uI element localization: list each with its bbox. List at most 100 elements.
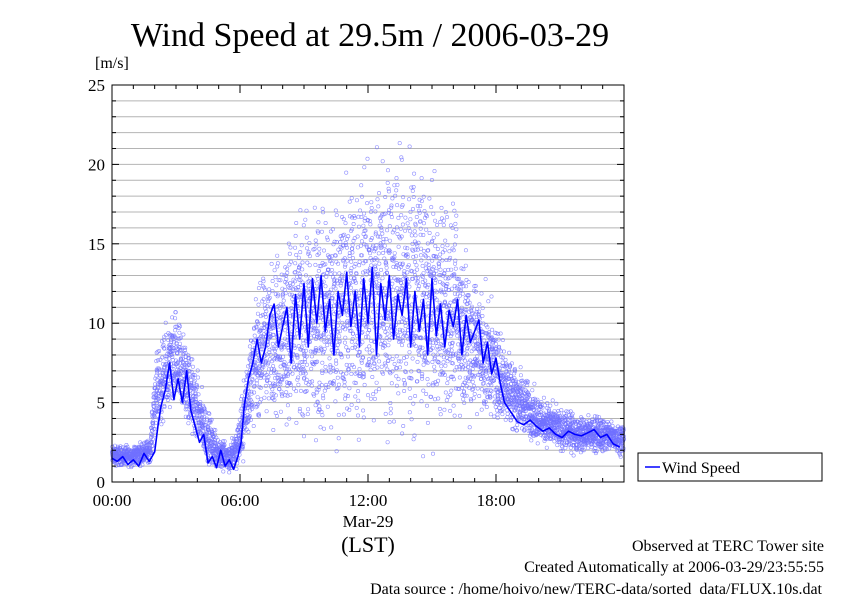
scatter-point <box>473 363 478 368</box>
scatter-point <box>413 254 418 259</box>
scatter-point <box>250 406 255 411</box>
scatter-point <box>545 436 550 441</box>
scatter-point <box>383 195 388 200</box>
scatter-point <box>302 375 307 380</box>
scatter-point <box>449 286 454 291</box>
scatter-point <box>199 414 204 419</box>
scatter-point <box>426 256 431 261</box>
scatter-point <box>280 286 285 291</box>
scatter-point <box>192 378 197 383</box>
scatter-point <box>335 281 340 286</box>
scatter-point <box>472 391 477 396</box>
scatter-point <box>314 286 319 291</box>
scatter-point <box>400 261 405 266</box>
scatter-point <box>512 371 517 376</box>
scatter-point <box>500 360 505 365</box>
scatter-point <box>433 218 438 223</box>
scatter-point <box>371 356 376 361</box>
scatter-point <box>541 395 546 400</box>
scatter-point <box>375 365 380 370</box>
scatter-point <box>467 370 472 375</box>
scatter-point <box>437 262 442 267</box>
scatter-point <box>342 383 347 388</box>
scatter-point <box>442 303 447 308</box>
scatter-point <box>405 270 410 275</box>
scatter-point <box>368 363 373 368</box>
scatter-point <box>454 227 459 232</box>
scatter-point <box>436 378 441 383</box>
scatter-point <box>418 204 423 209</box>
scatter-point <box>441 218 446 223</box>
scatter-point <box>420 376 425 381</box>
scatter-point <box>276 310 281 315</box>
scatter-point <box>312 393 317 398</box>
scatter-point <box>424 227 429 232</box>
scatter-point <box>301 434 306 439</box>
scatter-point <box>419 199 424 204</box>
scatter-point <box>396 215 401 220</box>
scatter-point <box>357 263 362 268</box>
scatter-point <box>314 242 319 247</box>
scatter-point <box>385 180 390 185</box>
scatter-point <box>436 396 441 401</box>
scatter-point <box>398 338 403 343</box>
scatter-point <box>371 418 376 423</box>
scatter-point <box>417 210 422 215</box>
scatter-point <box>372 247 377 252</box>
scatter-point <box>599 422 604 427</box>
scatter-point <box>375 286 380 291</box>
scatter-point <box>297 272 302 277</box>
scatter-point <box>385 440 390 445</box>
scatter-point <box>318 425 323 430</box>
scatter-point <box>190 385 195 390</box>
scatter-point <box>399 285 404 290</box>
scatter-point <box>411 254 416 259</box>
scatter-point <box>483 399 488 404</box>
scatter-point <box>429 327 434 332</box>
scatter-point <box>317 251 322 256</box>
scatter-point <box>320 206 325 211</box>
scatter-point <box>352 276 357 281</box>
scatter-point <box>459 305 464 310</box>
scatter-point <box>342 340 347 345</box>
scatter-point <box>380 251 385 256</box>
scatter-point <box>183 350 188 355</box>
scatter-point <box>535 441 540 446</box>
scatter-point <box>397 141 402 146</box>
scatter-point <box>254 378 259 383</box>
scatter-point <box>504 386 509 391</box>
scatter-point <box>316 276 321 281</box>
scatter-point <box>386 358 391 363</box>
scatter-point <box>162 365 167 370</box>
scatter-point <box>454 213 459 218</box>
scatter-point <box>390 369 395 374</box>
scatter-point <box>191 373 196 378</box>
scatter-point <box>241 378 246 383</box>
scatter-point <box>313 403 318 408</box>
scatter-point <box>425 285 430 290</box>
scatter-point <box>514 406 519 411</box>
scatter-point <box>513 378 518 383</box>
scatter-point <box>392 228 397 233</box>
scatter-point <box>443 292 448 297</box>
scatter-point <box>427 196 432 201</box>
scatter-point <box>460 280 465 285</box>
scatter-point <box>469 349 474 354</box>
scatter-point <box>173 310 178 315</box>
scatter-point <box>186 353 191 358</box>
scatter-point <box>274 413 279 418</box>
scatter-point <box>321 396 326 401</box>
scatter-point <box>452 272 457 277</box>
scatter-point <box>526 395 531 400</box>
scatter-point <box>310 379 315 384</box>
scatter-point <box>377 359 382 364</box>
scatter-point <box>258 328 263 333</box>
scatter-point <box>405 252 410 257</box>
scatter-point <box>127 447 132 452</box>
scatter-point <box>285 393 290 398</box>
scatter-point <box>321 248 326 253</box>
scatter-point <box>484 323 489 328</box>
scatter-point <box>205 430 210 435</box>
scatter-point <box>375 257 380 262</box>
scatter-point <box>370 348 375 353</box>
